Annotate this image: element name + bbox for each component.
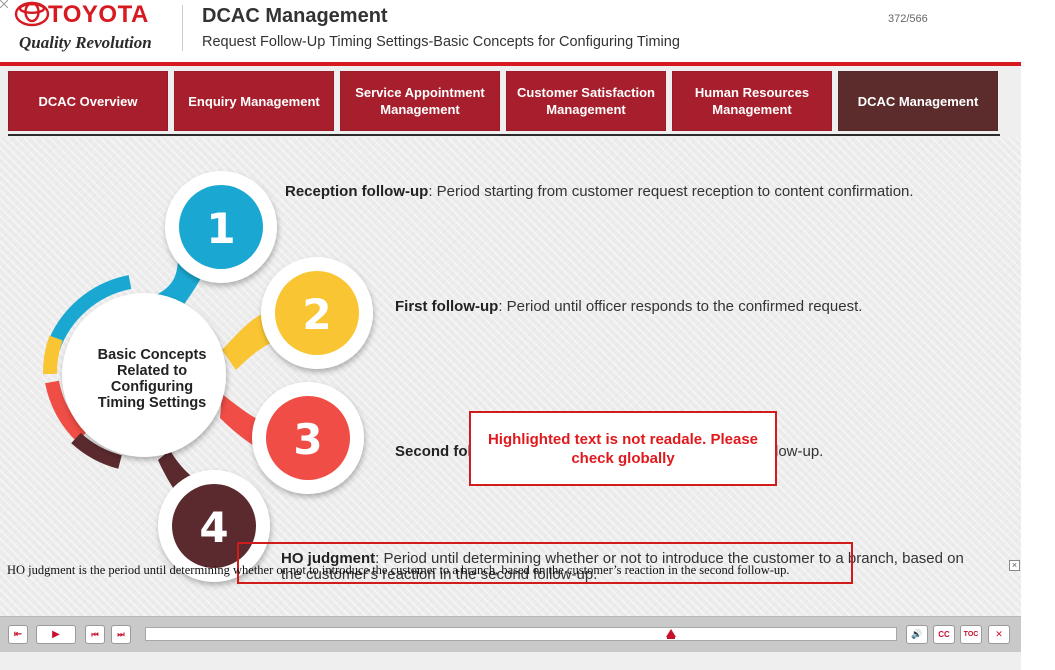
tab-human-resources-management[interactable]: Human Resources Management xyxy=(672,71,832,131)
nav-underline xyxy=(8,134,1000,136)
item-term: Second fol xyxy=(395,443,472,460)
tab-label: Human Resources Management xyxy=(694,85,810,117)
player-controls: ⇤ ▶ ⏮ ⏭ 🔊 CC TOC ✕ xyxy=(0,616,1021,652)
cc-label: CC xyxy=(938,630,950,639)
step-number: 3 xyxy=(293,415,322,464)
slide-content: Basic Concepts Related to Configuring Ti… xyxy=(0,138,1021,616)
item-first-follow-up: First follow-up: Period until officer re… xyxy=(395,298,862,315)
timing-concept-diagram: Basic Concepts Related to Configuring Ti… xyxy=(43,171,373,582)
item-term: HO judgment xyxy=(281,550,376,567)
tagline-text: Quality Revolution xyxy=(19,33,152,52)
review-comment-box: Highlighted text is not readale. Please … xyxy=(469,411,777,486)
closed-caption-button[interactable]: CC xyxy=(933,625,955,644)
review-comment-text: Highlighted text is not readale. Please … xyxy=(487,430,759,467)
item-text: low-up. xyxy=(775,443,824,460)
closed-caption: HO judgment is the period until determin… xyxy=(7,563,790,577)
course-player: TOYOTA Quality Revolution DCAC Managemen… xyxy=(0,0,1021,670)
tab-customer-satisfaction-management[interactable]: Customer Satisfaction Management xyxy=(506,71,666,131)
next-button[interactable]: ⏭ xyxy=(111,625,131,644)
module-nav: DCAC Overview Enquiry Management Service… xyxy=(8,71,1000,131)
header-divider xyxy=(182,5,183,51)
step-node-1: 1 xyxy=(165,171,277,283)
item-reception-follow-up: Reception follow-up: Period starting fro… xyxy=(285,183,914,200)
step-node-4: 4 xyxy=(158,470,270,582)
tab-dcac-overview[interactable]: DCAC Overview xyxy=(8,71,168,131)
step-number: 2 xyxy=(302,290,331,339)
course-title: DCAC Management xyxy=(202,5,388,27)
audio-button[interactable]: 🔊 xyxy=(906,625,928,644)
next-icon: ⏭ xyxy=(117,629,125,639)
item-text: : Period until determining whether or no… xyxy=(281,550,964,583)
center-circle xyxy=(62,293,226,457)
toyota-logo xyxy=(14,1,50,27)
item-text: : Period starting from customer request … xyxy=(428,183,914,200)
header: TOYOTA Quality Revolution DCAC Managemen… xyxy=(0,0,1021,62)
page-subtitle: Request Follow-Up Timing Settings-Basic … xyxy=(202,34,680,50)
play-button[interactable]: ▶ xyxy=(36,625,76,644)
close-icon: ✕ xyxy=(995,629,1003,639)
previous-icon: ⏮ xyxy=(91,629,99,639)
window-margin xyxy=(1021,0,1055,670)
speaker-icon: 🔊 xyxy=(911,629,923,639)
play-icon: ▶ xyxy=(52,629,60,640)
tab-dcac-management[interactable]: DCAC Management xyxy=(838,71,998,131)
step-number: 4 xyxy=(199,503,228,552)
exit-icon: ⇤ xyxy=(13,629,23,640)
step-node-2: 2 xyxy=(261,257,373,369)
ring-arc-blue xyxy=(46,275,132,351)
item-second-follow-up: Second fol low-up. xyxy=(395,443,823,460)
ring-arc-yellow xyxy=(43,335,63,375)
tab-enquiry-management[interactable]: Enquiry Management xyxy=(174,71,334,131)
review-highlight-box xyxy=(237,542,853,584)
page-counter: 372/566 xyxy=(888,13,928,25)
tab-service-appointment-management[interactable]: Service Appointment Management xyxy=(340,71,500,131)
progress-bar[interactable] xyxy=(145,627,897,641)
previous-button[interactable]: ⏮ xyxy=(85,625,105,644)
center-label-line: Timing Settings xyxy=(98,395,207,411)
tab-label: Enquiry Management xyxy=(188,93,320,109)
step-node-3: 3 xyxy=(252,382,364,494)
caption-close-button[interactable]: × xyxy=(1009,560,1020,571)
step-number: 1 xyxy=(206,204,235,253)
tagline: Quality Revolution xyxy=(19,33,152,53)
progress-thumb[interactable] xyxy=(666,629,677,639)
brand-name: TOYOTA xyxy=(48,1,149,28)
item-ho-judgment: HO judgment: Period until determining wh… xyxy=(281,551,971,583)
center-label-line: Configuring xyxy=(111,379,193,395)
tab-label: Customer Satisfaction Management xyxy=(517,85,655,117)
ring-arc-red xyxy=(45,380,87,443)
tab-label: Service Appointment Management xyxy=(355,85,485,117)
tab-label: DCAC Management xyxy=(857,93,979,109)
item-text: : Period until officer responds to the c… xyxy=(498,298,863,315)
center-label-line: Basic Concepts xyxy=(98,347,207,363)
center-label-line: Related to xyxy=(117,363,187,379)
item-term: Reception follow-up xyxy=(285,183,429,200)
header-rule xyxy=(0,62,1021,66)
ring-arc-dark xyxy=(71,432,122,469)
exit-button[interactable]: ⇤ xyxy=(8,625,28,644)
toc-label: TOC xyxy=(963,631,979,638)
window-corner-icon xyxy=(0,0,8,8)
item-term: First follow-up xyxy=(395,298,499,315)
tab-label: DCAC Overview xyxy=(38,93,138,109)
toc-button[interactable]: TOC xyxy=(960,625,982,644)
close-button[interactable]: ✕ xyxy=(988,625,1010,644)
